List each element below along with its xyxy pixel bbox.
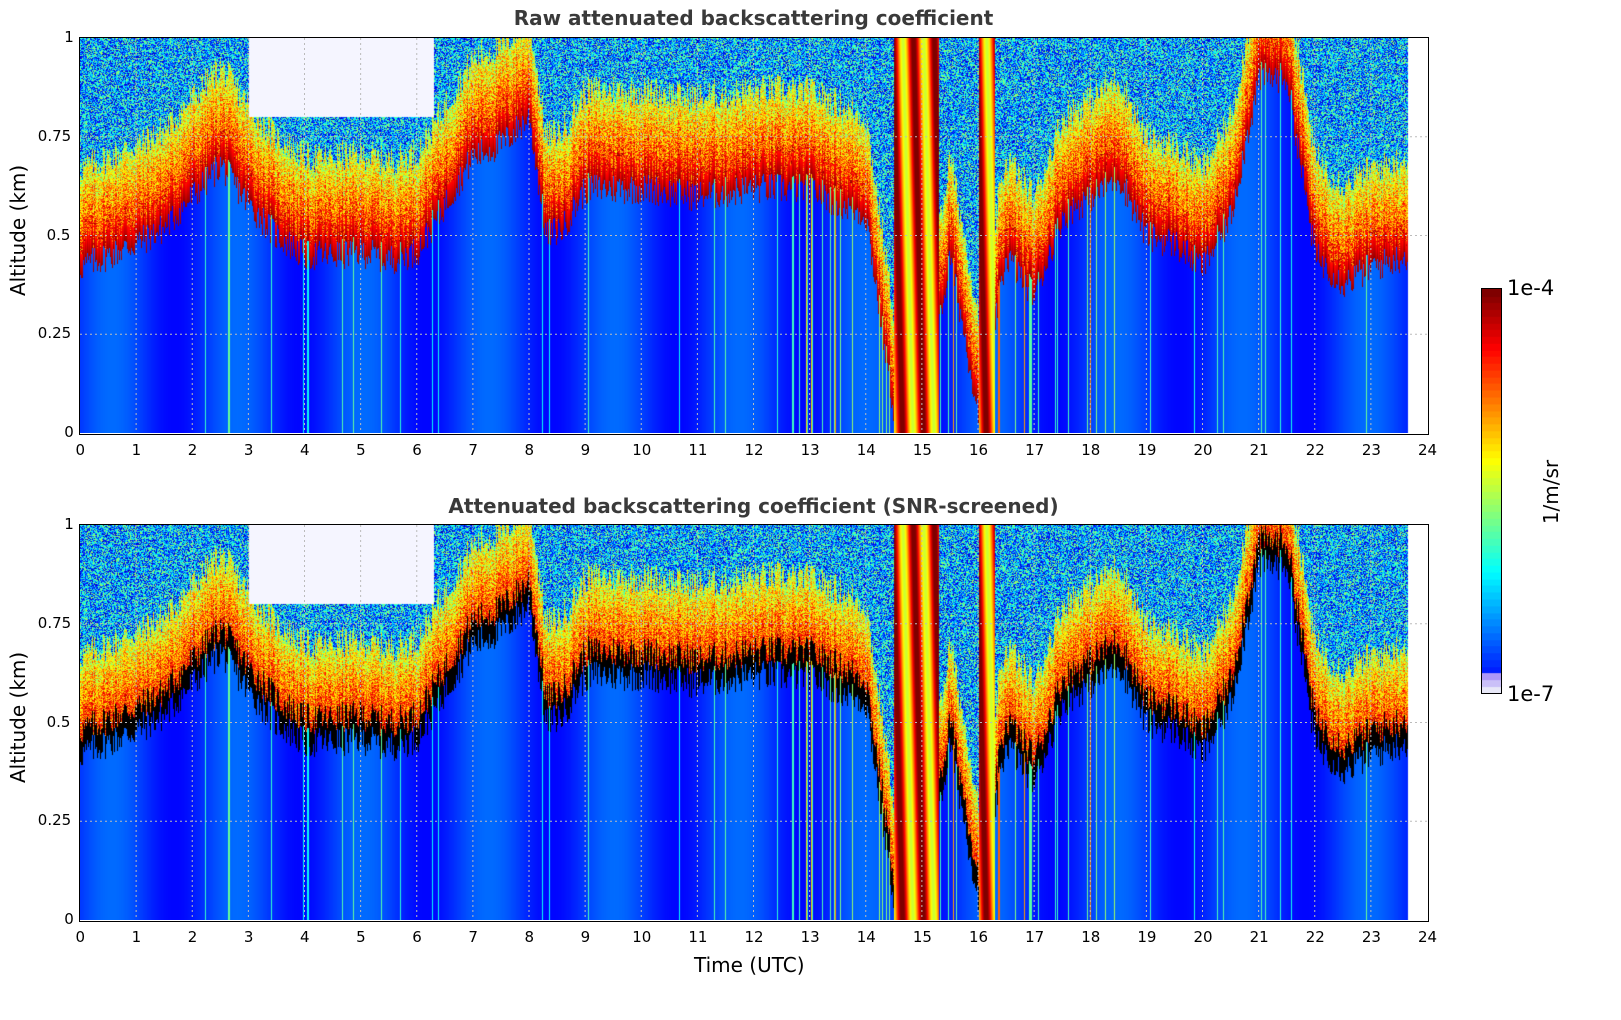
x-tick-label: 12	[744, 441, 764, 459]
x-tick-label: 14	[856, 441, 876, 459]
x-tick-label: 18	[1081, 928, 1101, 946]
x-tick-label: 18	[1081, 441, 1101, 459]
panel-2-title: Attenuated backscattering coefficient (S…	[448, 494, 1059, 518]
x-tick-label: 8	[524, 928, 535, 946]
x-tick-label: 14	[856, 928, 876, 946]
panel-1-y-axis-label: Altitude (km)	[6, 164, 30, 296]
x-tick-label: 11	[688, 441, 708, 459]
x-tick-label: 23	[1361, 441, 1381, 459]
x-tick-label: 6	[412, 441, 422, 459]
x-tick-label: 5	[356, 928, 366, 946]
y-tick-label: 0.25	[37, 324, 72, 343]
panel-2-grid	[80, 525, 1427, 920]
x-tick-label: 4	[300, 441, 310, 459]
x-tick-label: 21	[1249, 441, 1269, 459]
x-tick-label: 19	[1137, 441, 1157, 459]
x-tick-label: 23	[1361, 928, 1381, 946]
panel-1-grid	[80, 38, 1427, 433]
colorbar-min-label: 1e-7	[1507, 682, 1555, 706]
x-tick-label: 24	[1418, 928, 1438, 946]
panel-1-title: Raw attenuated backscattering coefficien…	[513, 6, 994, 30]
x-tick-label: 0	[75, 928, 86, 946]
x-tick-label: 24	[1418, 441, 1438, 459]
x-tick-label: 19	[1137, 928, 1157, 946]
x-tick-label: 22	[1305, 441, 1325, 459]
x-tick-label: 2	[187, 928, 198, 946]
colorbar	[1481, 288, 1502, 694]
x-tick-label: 20	[1193, 441, 1213, 459]
y-tick-label: 0.5	[46, 712, 71, 731]
panel-2-plot-area	[79, 524, 1429, 922]
x-tick-label: 8	[524, 441, 535, 459]
x-tick-label: 16	[969, 928, 989, 946]
colorbar-max-label: 1e-4	[1507, 276, 1555, 300]
y-tick-label: 0.75	[37, 126, 72, 145]
x-tick-label: 9	[580, 441, 591, 459]
x-tick-label: 21	[1249, 928, 1269, 946]
y-tick-label: 0.5	[46, 225, 71, 244]
x-tick-label: 3	[243, 441, 254, 459]
y-tick-label: 0.75	[37, 613, 72, 632]
y-tick-label: 0	[64, 910, 74, 928]
y-tick-label: 1	[64, 28, 74, 46]
x-tick-label: 15	[912, 928, 932, 946]
x-tick-label: 5	[356, 441, 366, 459]
x-tick-label: 13	[800, 928, 820, 946]
x-tick-label: 16	[969, 441, 989, 459]
panel-1-plot-area	[79, 37, 1429, 435]
x-tick-label: 10	[632, 441, 652, 459]
x-tick-label: 1	[131, 441, 142, 459]
x-tick-label: 17	[1025, 928, 1045, 946]
x-tick-label: 2	[187, 441, 198, 459]
x-tick-label: 10	[632, 928, 652, 946]
panel-2-y-axis-label: Altitude (km)	[6, 651, 30, 783]
y-tick-label: 0	[64, 423, 74, 441]
x-tick-label: 0	[75, 441, 86, 459]
x-tick-label: 12	[744, 928, 764, 946]
x-tick-label: 7	[468, 441, 478, 459]
x-tick-label: 9	[580, 928, 591, 946]
x-tick-label: 3	[243, 928, 254, 946]
x-tick-label: 11	[688, 928, 708, 946]
y-tick-label: 1	[64, 515, 74, 533]
x-tick-label: 6	[412, 928, 422, 946]
x-tick-label: 15	[912, 441, 932, 459]
x-tick-label: 13	[800, 441, 820, 459]
x-tick-label: 4	[300, 928, 310, 946]
colorbar-unit-label: 1/m/sr	[1539, 459, 1563, 525]
y-tick-label: 0.25	[37, 811, 72, 830]
x-tick-label: 20	[1193, 928, 1213, 946]
x-tick-label: 17	[1025, 441, 1045, 459]
x-tick-label: 1	[131, 928, 142, 946]
x-tick-label: 7	[468, 928, 478, 946]
x-axis-label: Time (UTC)	[694, 953, 805, 977]
x-tick-label: 22	[1305, 928, 1325, 946]
